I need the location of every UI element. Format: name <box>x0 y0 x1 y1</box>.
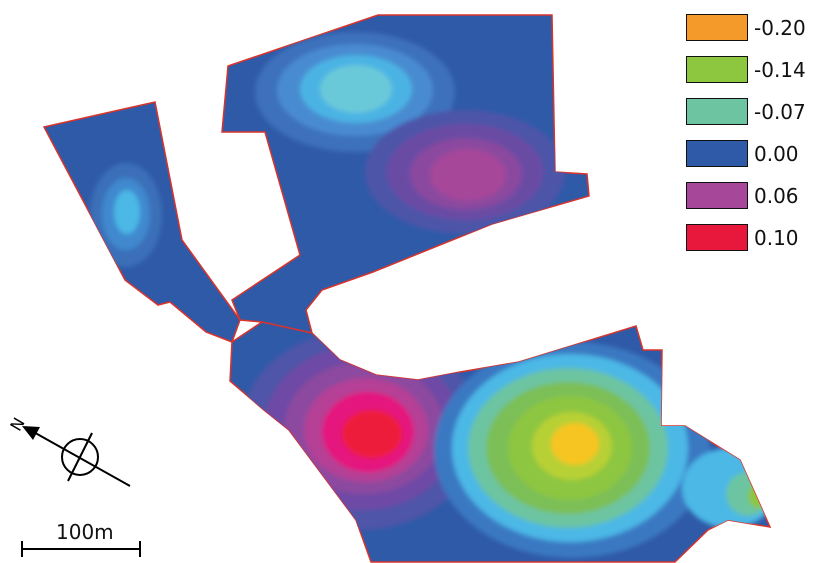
north-arrow: N <box>6 414 131 487</box>
legend-item: -0.07 <box>686 96 816 128</box>
compass-north-label: N <box>6 414 28 434</box>
arrow-head-icon <box>22 426 40 440</box>
legend-item: -0.20 <box>686 12 816 44</box>
region-north <box>221 14 590 334</box>
legend-swatch <box>686 14 748 41</box>
legend-label: 0.06 <box>754 184 799 208</box>
legend-label: 0.00 <box>754 142 799 166</box>
legend-item: 0.06 <box>686 180 816 212</box>
legend-swatch <box>686 224 748 251</box>
legend-label: 0.10 <box>754 226 799 250</box>
scale-bar <box>21 541 141 557</box>
legend-swatch <box>686 182 748 209</box>
legend-label: -0.14 <box>754 58 806 82</box>
region-south <box>229 321 772 563</box>
legend-label: -0.07 <box>754 100 806 124</box>
scale-bar-label: 100m <box>56 520 114 544</box>
legend-label: -0.20 <box>754 16 806 40</box>
region-west <box>42 101 241 343</box>
legend-swatch <box>686 140 748 167</box>
legend-item: 0.10 <box>686 222 816 254</box>
legend-item: 0.00 <box>686 138 816 170</box>
legend-swatch <box>686 56 748 83</box>
legend-item: -0.14 <box>686 54 816 86</box>
legend-swatch <box>686 98 748 125</box>
